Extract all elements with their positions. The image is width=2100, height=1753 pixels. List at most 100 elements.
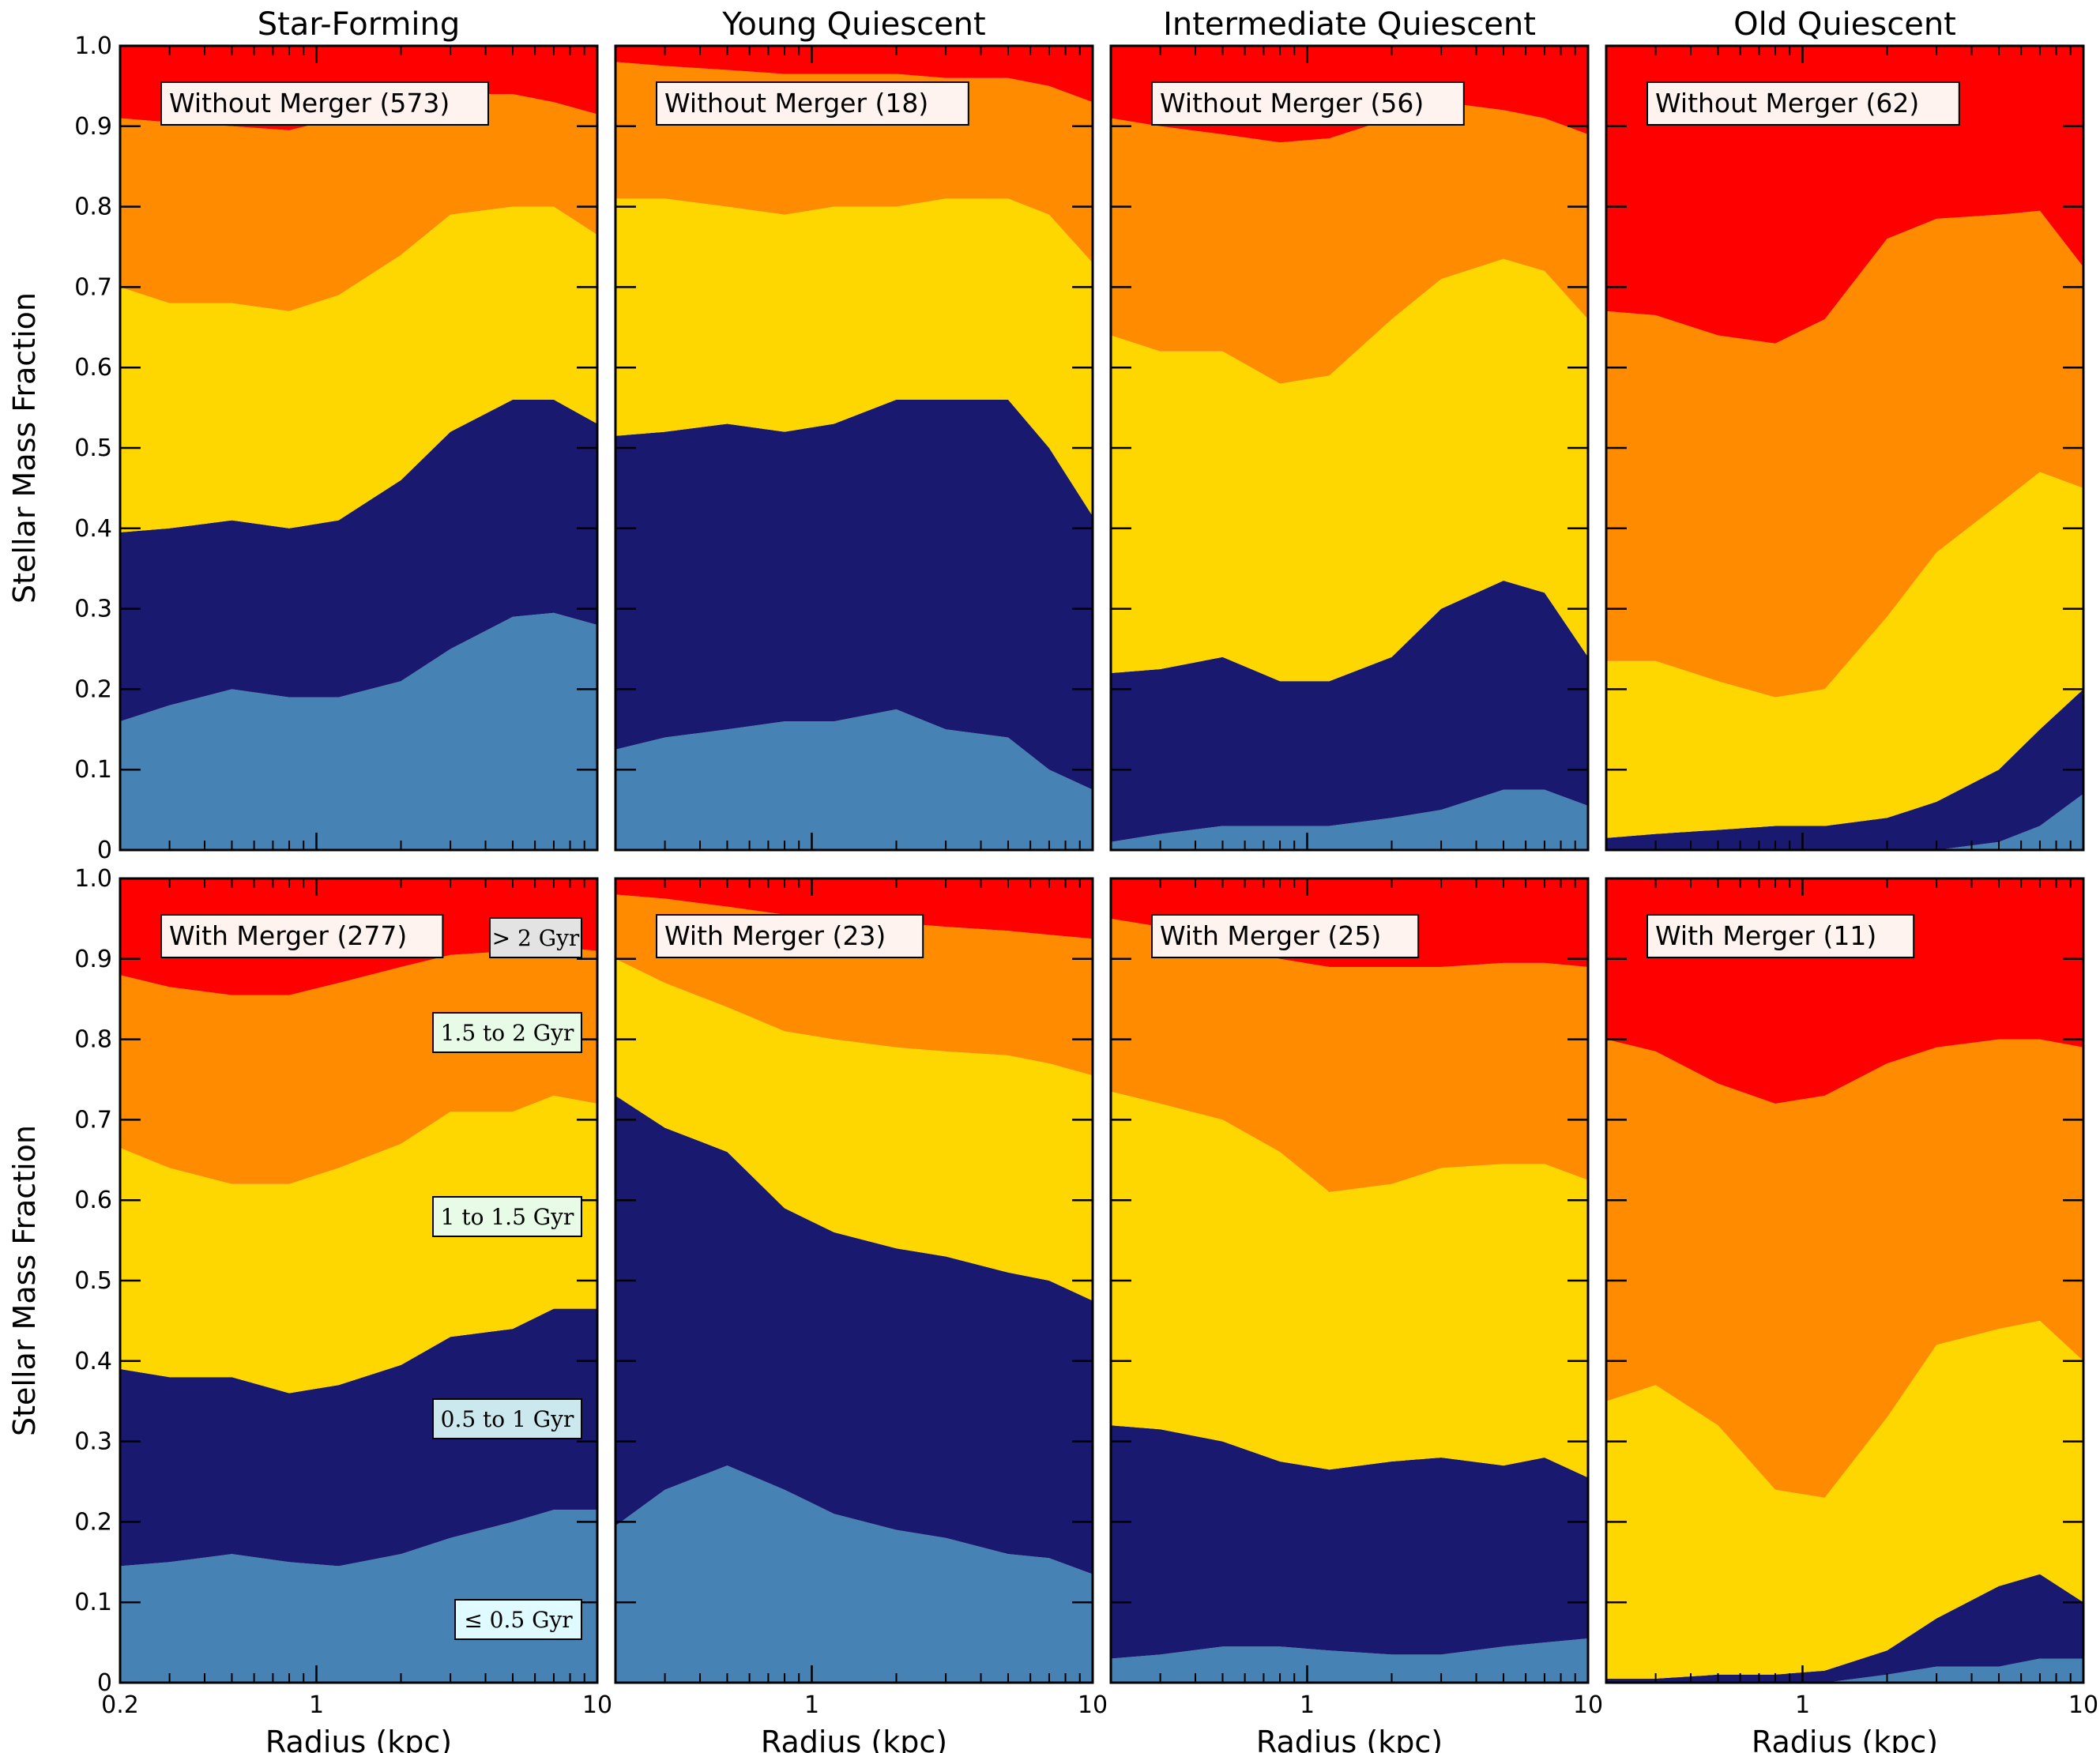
- sample-label: Without Merger (62): [1655, 88, 1919, 118]
- area-age-0.5-1: [1606, 689, 2083, 850]
- legend-label: 0.5 to 1 Gyr: [441, 1406, 574, 1432]
- area-age-1-1.5: [615, 958, 1093, 1301]
- legend-label: 1 to 1.5 Gyr: [441, 1204, 574, 1230]
- area-age-1-1.5: [1111, 1091, 1588, 1478]
- x-tick-label: 10: [2068, 1691, 2098, 1719]
- y-tick-label: 0: [97, 1669, 112, 1697]
- area-age-1-1.5: [1111, 258, 1588, 682]
- age-legend: > 2 Gyr 1.5 to 2 Gyr 1 to 1.5 Gyr 0.5 to 1 …: [432, 917, 582, 1640]
- y-tick-label: 0.7: [74, 273, 112, 301]
- sample-label: With Merger (277): [169, 920, 407, 951]
- panel-intermediate-quiescent-merger: 1 10 Radius (kpc) With Merger (25): [1109, 877, 1603, 1753]
- y-axis-label: Stellar Mass Fraction: [7, 292, 42, 604]
- area-age-0.5-1: [1111, 1425, 1588, 1659]
- y-tick-label: 0.9: [74, 946, 112, 973]
- panel-star-forming-no-merger: 0 0.1 0.2 0.3 0.4 0.5 0.6 0.7 0.8 0.9 1.0 Star-Form…: [74, 6, 599, 864]
- x-axis-label: Radius (kpc): [1752, 1725, 1938, 1753]
- sample-label-box: [1647, 914, 1915, 958]
- legend-label: > 2 Gyr: [492, 925, 580, 951]
- x-tick-label: 0.2: [101, 1691, 139, 1719]
- area-age-1-1.5: [1606, 472, 2083, 838]
- area-age-1.5-2: [120, 94, 597, 311]
- y-tick-label: 0.6: [74, 1187, 112, 1214]
- panel-young-quiescent-merger: 1 10 Radius (kpc) With Merger (23): [614, 877, 1108, 1753]
- y-tick-label: 0.1: [74, 756, 112, 784]
- panel-young-quiescent-no-merger: Young Quiescent Without Merger (18): [614, 6, 1094, 852]
- area-age-gt-2: [615, 46, 1093, 103]
- stacked-areas: [1111, 878, 1588, 1683]
- area-age-0.5-1: [120, 399, 597, 722]
- area-age-1.5-2: [1111, 918, 1588, 1192]
- x-tick-label: 10: [1573, 1691, 1603, 1719]
- y-tick-label: 0.2: [74, 1508, 112, 1536]
- y-tick-label: 0.3: [74, 1428, 112, 1456]
- area-age-0.5-1: [1606, 1574, 2083, 1683]
- panel-title: Star-Forming: [258, 6, 461, 43]
- sample-label: With Merger (11): [1655, 920, 1876, 951]
- panel-grid: 0 0.1 0.2 0.3 0.4 0.5 0.6 0.7 0.8 0.9 1.0 Star-Form…: [74, 6, 2098, 1753]
- sample-label-box: [1151, 81, 1465, 126]
- sample-label: Without Merger (18): [664, 88, 928, 118]
- x-tick-label: 1: [1300, 1691, 1315, 1719]
- stacked-areas: [615, 46, 1093, 850]
- y-tick-label: 0.2: [74, 675, 112, 703]
- stacked-areas: [120, 878, 597, 1683]
- x-axis-label: Radius (kpc): [761, 1725, 947, 1753]
- y-tick-label: 0: [97, 837, 112, 864]
- y-tick-label: 0.1: [74, 1589, 112, 1616]
- sample-label: Without Merger (56): [1160, 88, 1424, 118]
- stacked-areas: [1606, 878, 2083, 1683]
- legend-box: [454, 1599, 582, 1640]
- area-age-1.5-2: [1111, 102, 1588, 384]
- area-age-0-0.5: [120, 612, 597, 850]
- stacked-areas: [120, 46, 597, 850]
- area-age-1.5-2: [120, 946, 597, 1184]
- sample-label-box: [656, 81, 969, 126]
- x-axis-label: Radius (kpc): [265, 1725, 452, 1753]
- panel-old-quiescent-merger: 1 10 Radius (kpc) With Merger (11): [1605, 877, 2098, 1753]
- stacked-areas: [1111, 46, 1588, 850]
- area-age-0-0.5: [1111, 789, 1588, 850]
- x-tick-label: 1: [1795, 1691, 1810, 1719]
- y-axis-label: Stellar Mass Fraction: [7, 1125, 42, 1436]
- sample-label-box: [1151, 914, 1420, 958]
- legend-label: 1.5 to 2 Gyr: [441, 1020, 574, 1046]
- area-age-1-1.5: [615, 198, 1093, 517]
- area-age-1-1.5: [1606, 1320, 2083, 1679]
- area-age-0.5-1: [615, 1095, 1093, 1574]
- y-tick-label: 0.9: [74, 113, 112, 141]
- area-age-1.5-2: [1606, 210, 2083, 698]
- panel-title: Intermediate Quiescent: [1163, 6, 1536, 43]
- sample-label-box: [1647, 81, 1960, 126]
- y-tick-label: 0.4: [74, 515, 112, 543]
- area-age-0-0.5: [1606, 793, 2083, 850]
- x-tick-label: 1: [804, 1691, 819, 1719]
- stacked-areas: [1606, 46, 2083, 850]
- area-age-0-0.5: [1606, 1658, 2083, 1683]
- area-age-0.5-1: [120, 1308, 597, 1567]
- y-tick-label: 0.7: [74, 1106, 112, 1134]
- panel-title: Young Quiescent: [721, 6, 985, 43]
- sample-label-box: [656, 914, 924, 958]
- area-age-0-0.5: [615, 709, 1093, 850]
- panel-title: Old Quiescent: [1733, 6, 1956, 43]
- legend-box: [432, 1398, 582, 1439]
- stacked-areas: [615, 878, 1093, 1683]
- y-tick-label: 1.0: [74, 865, 112, 893]
- legend-box: [432, 1012, 582, 1053]
- area-age-1.5-2: [1606, 1039, 2083, 1498]
- y-tick-label: 0.3: [74, 596, 112, 623]
- x-axis-label: Radius (kpc): [1256, 1725, 1443, 1753]
- sample-label: Without Merger (573): [169, 88, 450, 118]
- sample-label-box: [160, 81, 489, 126]
- y-tick-label: 0.4: [74, 1348, 112, 1375]
- y-tick-label: 0.8: [74, 194, 112, 221]
- y-tick-label: 0.6: [74, 354, 112, 382]
- sample-label: With Merger (25): [1160, 920, 1381, 951]
- area-age-1-1.5: [120, 206, 597, 532]
- panel-intermediate-quiescent-no-merger: Intermediate Quiescent Without Merger (56…: [1109, 6, 1590, 852]
- legend-label: ≤ 0.5 Gyr: [464, 1607, 573, 1633]
- figure-ylabels: Stellar Mass Fraction Stellar Mass Fracti…: [7, 292, 42, 1436]
- sample-label: With Merger (23): [664, 920, 886, 951]
- legend-box: [489, 917, 582, 958]
